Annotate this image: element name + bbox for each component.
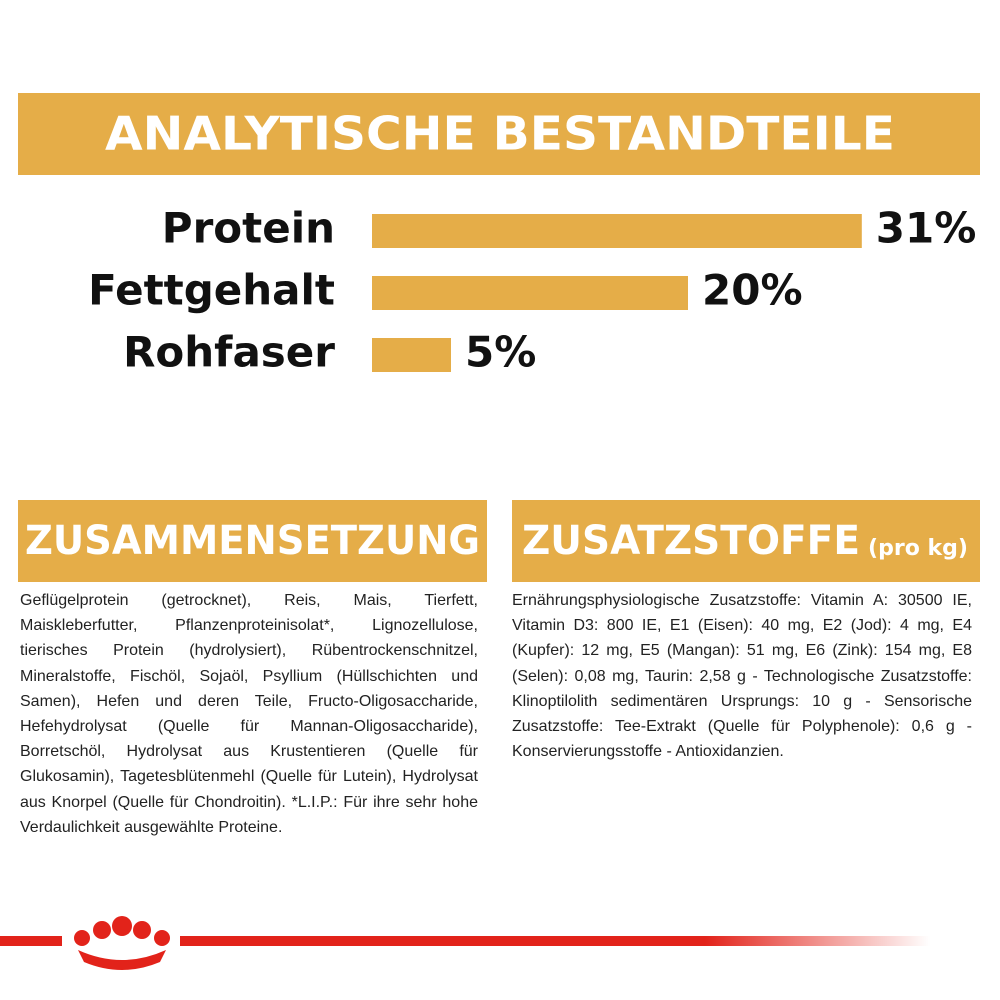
value-label: 20%: [702, 266, 803, 315]
brand-line: [180, 936, 930, 946]
additives-unit: (pro kg): [868, 536, 968, 561]
category-label: Fettgehalt: [88, 266, 335, 315]
category-label: Rohfaser: [123, 328, 335, 377]
composition-title: ZUSAMMENSETZUNG: [25, 518, 480, 564]
additives-text: Ernährungsphysiologische Zusatzstoffe: V…: [512, 592, 972, 761]
bar: [372, 338, 451, 372]
header-title: ANALYTISCHE BESTANDTEILE: [105, 107, 895, 161]
bar: [372, 276, 688, 310]
composition-band: [18, 500, 487, 582]
composition-text: Geflügelprotein (getrocknet), Reis, Mais…: [20, 592, 478, 836]
bar: [372, 214, 862, 248]
header-band: [18, 93, 980, 175]
brand-line: [0, 936, 62, 946]
value-label: 5%: [465, 328, 536, 377]
bar-chart: Protein 31% Fettgehalt 20% Rohfaser 5%: [88, 204, 976, 377]
category-label: Protein: [162, 204, 335, 253]
additives-title: ZUSATZSTOFFE: [522, 518, 860, 564]
logo-crown: [74, 916, 170, 970]
additives-band: [512, 500, 980, 582]
value-label: 31%: [876, 204, 977, 253]
